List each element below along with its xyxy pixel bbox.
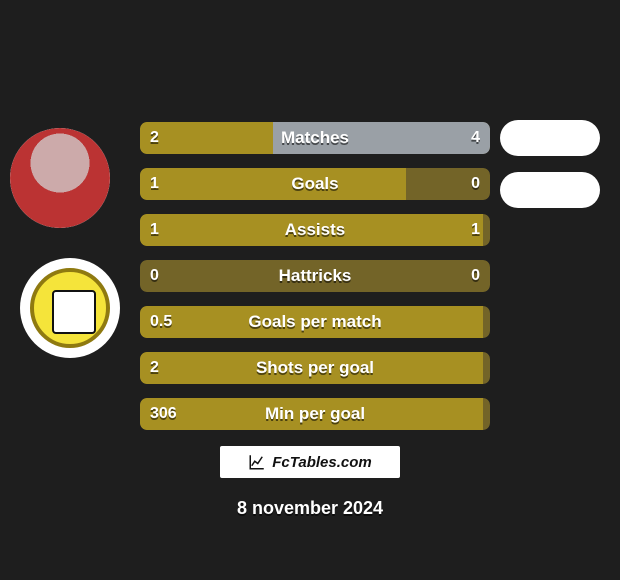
stat-label: Goals per match <box>140 306 490 338</box>
stat-label: Matches <box>140 122 490 154</box>
club-badge-icon <box>30 268 110 348</box>
stat-label: Goals <box>140 168 490 200</box>
chart-icon <box>248 453 266 471</box>
stat-label: Assists <box>140 214 490 246</box>
stat-bars: 24Matches 10Goals 11Assists 00Hattricks 0.5G… <box>140 122 490 444</box>
player1-avatar <box>10 128 110 228</box>
stat-row: 306Min per goal <box>140 398 490 430</box>
player2-avatar-pill-a <box>500 120 600 156</box>
date-text: 8 november 2024 <box>0 498 620 519</box>
stat-label: Min per goal <box>140 398 490 430</box>
player1-face-icon <box>10 128 110 228</box>
watermark: FcTables.com <box>220 446 400 478</box>
watermark-text: FcTables.com <box>272 454 371 471</box>
stat-row: 24Matches <box>140 122 490 154</box>
stat-row: 2Shots per goal <box>140 352 490 384</box>
comparison-card: Saman Ghoddos vs Ãlvarez SuÃ¡rez Club co… <box>0 0 620 580</box>
stat-row: 10Goals <box>140 168 490 200</box>
stat-row: 11Assists <box>140 214 490 246</box>
stat-label: Shots per goal <box>140 352 490 384</box>
player2-avatar-pill-b <box>500 172 600 208</box>
stat-label: Hattricks <box>140 260 490 292</box>
club-badge <box>20 258 120 358</box>
stat-row: 0.5Goals per match <box>140 306 490 338</box>
stat-row: 00Hattricks <box>140 260 490 292</box>
